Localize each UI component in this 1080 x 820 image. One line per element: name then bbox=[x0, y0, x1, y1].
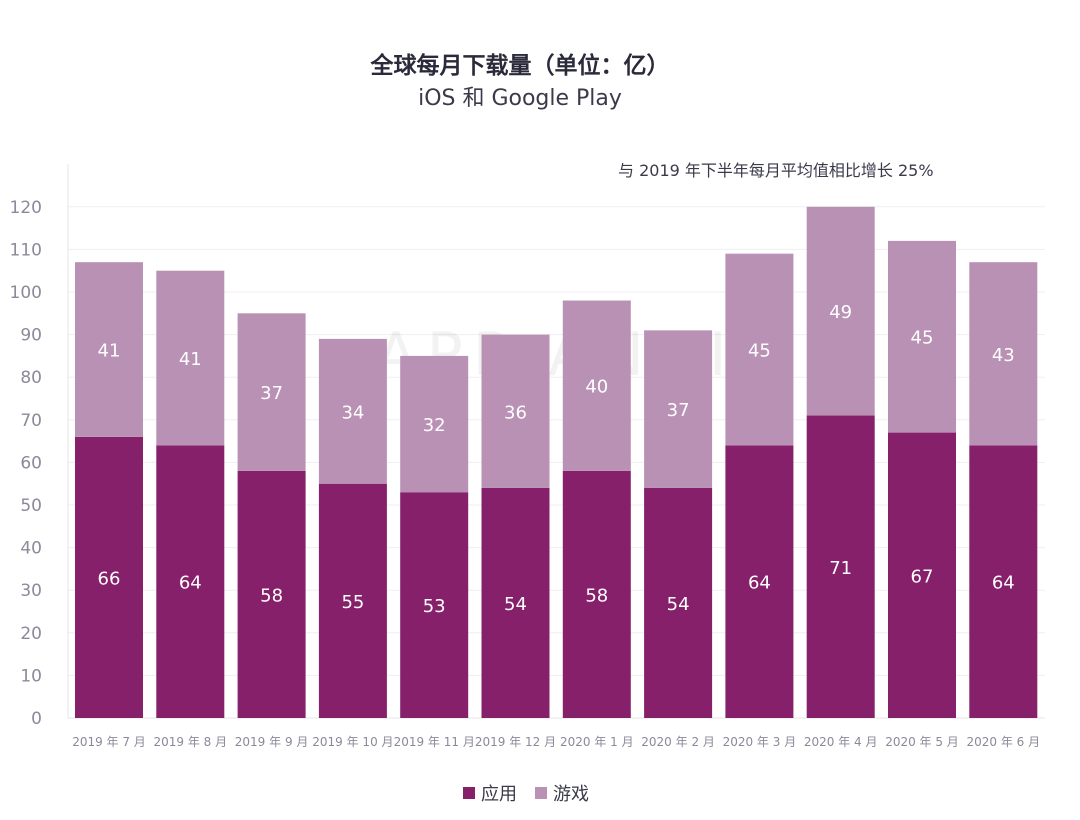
bar-games bbox=[562, 300, 631, 471]
data-label: 64 bbox=[992, 573, 1015, 594]
bar-games bbox=[156, 270, 225, 446]
x-tick-label: 2020 年 1 月 bbox=[560, 735, 634, 749]
bar-games bbox=[644, 330, 713, 488]
data-label: 54 bbox=[504, 594, 527, 615]
bar-apps bbox=[318, 483, 387, 718]
data-label: 36 bbox=[504, 402, 527, 423]
legend-item-games: 游戏 bbox=[535, 780, 589, 806]
data-label: 53 bbox=[423, 596, 446, 617]
legend-label-apps: 应用 bbox=[481, 784, 517, 805]
x-tick-label: 2019 年 8 月 bbox=[153, 735, 227, 749]
y-tick-label: 80 bbox=[20, 368, 42, 388]
data-label: 64 bbox=[748, 573, 771, 594]
bar-games bbox=[725, 253, 794, 446]
data-label: 55 bbox=[341, 592, 364, 613]
bar-apps bbox=[888, 432, 956, 718]
bar-games bbox=[237, 313, 306, 471]
y-tick-label: 100 bbox=[10, 283, 42, 303]
data-label: 58 bbox=[260, 585, 283, 606]
y-tick-label: 40 bbox=[20, 539, 42, 559]
legend-swatch-games bbox=[535, 787, 547, 799]
x-tick-label: 2019 年 12 月 bbox=[475, 735, 556, 749]
x-tick-label: 2019 年 7 月 bbox=[72, 735, 146, 749]
legend: 应用 游戏 bbox=[463, 780, 607, 806]
data-label: 64 bbox=[179, 573, 202, 594]
bar-apps bbox=[400, 492, 469, 718]
y-tick-label: 60 bbox=[20, 453, 42, 473]
bar-games bbox=[888, 240, 956, 433]
data-label: 71 bbox=[829, 558, 852, 579]
data-label: 66 bbox=[98, 568, 121, 589]
bar-games bbox=[75, 262, 143, 437]
data-label: 49 bbox=[829, 302, 852, 323]
y-tick-label: 10 bbox=[20, 666, 42, 686]
chart-title: 全球每月下载量（单位：亿） bbox=[370, 53, 670, 79]
bar-apps bbox=[75, 436, 143, 718]
legend-label-games: 游戏 bbox=[553, 784, 589, 805]
bar-games bbox=[400, 355, 469, 493]
data-label: 32 bbox=[423, 415, 446, 436]
x-tick-label: 2020 年 4 月 bbox=[804, 735, 878, 749]
y-tick-label: 110 bbox=[10, 240, 42, 260]
data-label: 67 bbox=[911, 566, 934, 587]
y-tick-label: 70 bbox=[20, 411, 42, 431]
data-label: 45 bbox=[748, 341, 771, 362]
bar-apps bbox=[562, 470, 631, 718]
x-tick-label: 2020 年 5 月 bbox=[885, 735, 959, 749]
bar-apps bbox=[725, 445, 794, 718]
data-label: 37 bbox=[260, 383, 283, 404]
legend-swatch-apps bbox=[463, 787, 475, 799]
data-label: 43 bbox=[992, 345, 1015, 366]
y-tick-label: 0 bbox=[31, 709, 42, 729]
data-label: 41 bbox=[98, 341, 121, 362]
bar-apps bbox=[481, 487, 550, 718]
data-label: 34 bbox=[341, 402, 364, 423]
legend-item-apps: 应用 bbox=[463, 780, 517, 806]
data-label: 45 bbox=[911, 328, 934, 349]
y-tick-label: 30 bbox=[20, 581, 42, 601]
x-tick-label: 2019 年 11 月 bbox=[394, 735, 475, 749]
data-label: 58 bbox=[585, 585, 608, 606]
y-tick-label: 20 bbox=[20, 624, 42, 644]
growth-annotation: 与 2019 年下半年每月平均值相比增长 25% bbox=[618, 161, 934, 180]
bar-games bbox=[806, 206, 875, 416]
data-label: 54 bbox=[667, 594, 690, 615]
bar-apps bbox=[806, 415, 875, 718]
x-tick-label: 2020 年 3 月 bbox=[723, 735, 797, 749]
bar-games bbox=[969, 262, 1038, 446]
bar-apps bbox=[237, 470, 306, 718]
x-tick-label: 2019 年 10 月 bbox=[312, 735, 393, 749]
x-tick-label: 2020 年 6 月 bbox=[966, 735, 1040, 749]
bar-games bbox=[481, 334, 550, 488]
x-tick-label: 2020 年 2 月 bbox=[641, 735, 715, 749]
y-tick-label: 90 bbox=[20, 326, 42, 346]
bar-apps bbox=[644, 487, 713, 718]
x-tick-label: 2019 年 9 月 bbox=[235, 735, 309, 749]
y-tick-label: 120 bbox=[10, 198, 42, 218]
y-tick-label: 50 bbox=[20, 496, 42, 516]
bar-apps bbox=[969, 445, 1038, 718]
bar-games bbox=[318, 338, 387, 484]
chart-subtitle: iOS 和 Google Play bbox=[418, 86, 622, 111]
data-label: 37 bbox=[667, 400, 690, 421]
data-label: 40 bbox=[585, 377, 608, 398]
data-label: 41 bbox=[179, 349, 202, 370]
bar-apps bbox=[156, 445, 225, 718]
